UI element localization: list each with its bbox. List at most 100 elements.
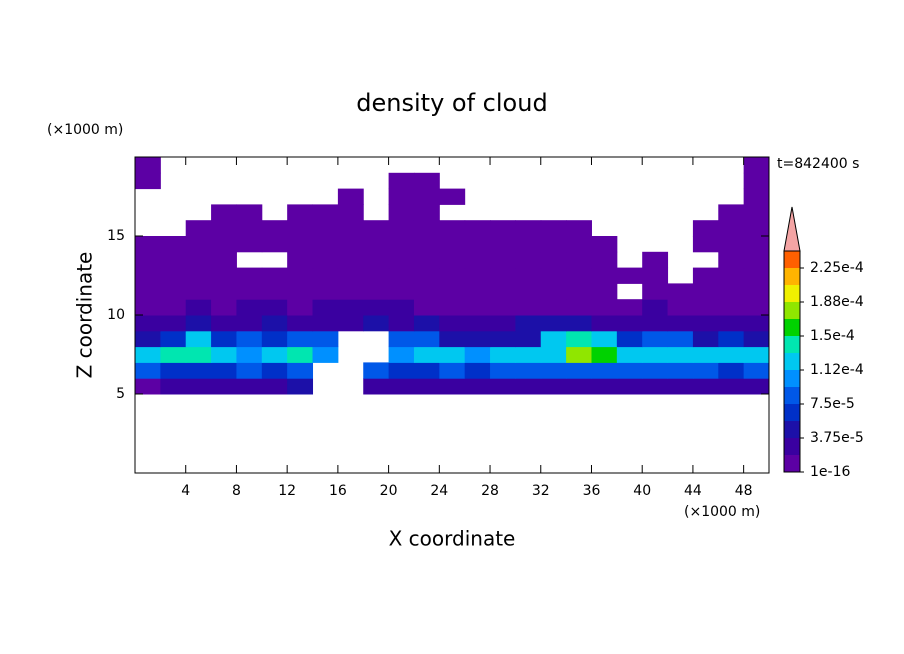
contour-cell	[211, 346, 237, 363]
contour-cell	[287, 299, 314, 316]
colorbar-band	[784, 302, 800, 319]
colorbar-band	[784, 438, 800, 455]
x-tick-label: 32	[532, 483, 550, 499]
contour-cell	[490, 267, 516, 284]
colorbar-band	[784, 455, 800, 472]
contour-cell	[515, 299, 542, 316]
contour-cell	[439, 251, 466, 269]
contour-cell	[413, 378, 440, 395]
contour-cell	[566, 346, 592, 363]
contour-cell	[591, 267, 618, 284]
contour-cell	[743, 220, 770, 237]
contour-cell	[337, 236, 364, 253]
contour-cell	[566, 220, 592, 237]
contour-cell	[464, 251, 491, 269]
contour-cell	[211, 220, 237, 237]
colorbar-band	[784, 387, 800, 404]
contour-cell	[490, 251, 516, 269]
contour-cell	[261, 315, 288, 332]
contour-cell	[718, 362, 745, 379]
contour-cell	[490, 236, 516, 253]
contour-cell	[743, 299, 770, 316]
contour-cell	[566, 315, 592, 332]
contour-cell	[464, 315, 491, 332]
contour-cell	[185, 251, 212, 269]
contour-cell	[566, 362, 592, 379]
x-tick-label: 24	[430, 483, 448, 499]
contour-cell	[591, 346, 618, 363]
contour-cell	[642, 267, 669, 284]
y-tick-label: 15	[107, 228, 125, 244]
contour-cell	[337, 204, 364, 221]
contour-cell	[413, 236, 440, 253]
contour-cell	[692, 236, 719, 253]
contour-cell	[388, 220, 415, 237]
contour-cell	[312, 204, 339, 221]
contour-cell	[185, 236, 212, 253]
contour-cell	[642, 378, 669, 395]
contour-cell	[616, 267, 643, 284]
contour-cell	[287, 330, 314, 348]
contour-cell	[464, 378, 491, 395]
contour-cell	[413, 220, 440, 237]
contour-cell	[515, 378, 542, 395]
contour-cell	[743, 188, 770, 205]
contour-cell	[515, 220, 542, 237]
contour-cell	[135, 299, 161, 316]
contour-cell	[439, 283, 466, 300]
contour-cell	[337, 220, 364, 237]
contour-cell	[160, 267, 187, 284]
contour-cell	[591, 299, 618, 316]
contour-cell	[667, 378, 694, 395]
contour-cell	[490, 220, 516, 237]
contour-cell	[667, 346, 694, 363]
contour-cell	[667, 299, 694, 316]
colorbar-band	[784, 285, 800, 302]
contour-cell	[616, 299, 643, 316]
contour-cell	[211, 299, 237, 316]
contour-cell	[135, 362, 161, 379]
contour-cell	[388, 267, 415, 284]
contour-cell	[287, 251, 314, 269]
contour-cell	[287, 220, 314, 237]
contour-cell	[185, 346, 212, 363]
contour-cell	[464, 346, 491, 363]
contour-cell	[287, 362, 314, 379]
contour-cell	[337, 251, 364, 269]
contour-cell	[439, 267, 466, 284]
contour-cell	[667, 315, 694, 332]
contour-cell	[540, 283, 567, 300]
contour-cell	[211, 362, 237, 379]
contour-cell	[743, 315, 770, 332]
colorbar-band	[784, 404, 800, 421]
contour-cell	[236, 283, 263, 300]
contour-cell	[743, 267, 770, 284]
x-tick-label: 8	[232, 483, 241, 499]
contour-cell	[718, 346, 745, 363]
x-tick-label: 20	[380, 483, 398, 499]
contour-cell	[312, 220, 339, 237]
contour-cell	[287, 204, 314, 221]
contour-cell	[642, 330, 669, 348]
contour-cell	[312, 315, 339, 332]
contour-cell	[236, 315, 263, 332]
contour-cell	[591, 362, 618, 379]
contour-cell	[261, 299, 288, 316]
colorbar-tick-label: 3.75e-5	[810, 430, 864, 446]
contour-cell	[312, 283, 339, 300]
contour-cell	[287, 315, 314, 332]
contour-cell	[591, 330, 618, 348]
contour-cell	[388, 330, 415, 348]
y-axis-label: Z coordinate	[73, 252, 97, 379]
contour-cell	[236, 346, 263, 363]
contour-cell	[160, 236, 187, 253]
contour-cell	[413, 251, 440, 269]
contour-cell	[261, 236, 288, 253]
contour-cell	[743, 157, 770, 174]
contour-cell	[388, 378, 415, 395]
contour-cell	[135, 157, 161, 174]
contour-cell	[439, 188, 466, 205]
contour-cell	[540, 315, 567, 332]
contour-cell	[591, 251, 618, 269]
